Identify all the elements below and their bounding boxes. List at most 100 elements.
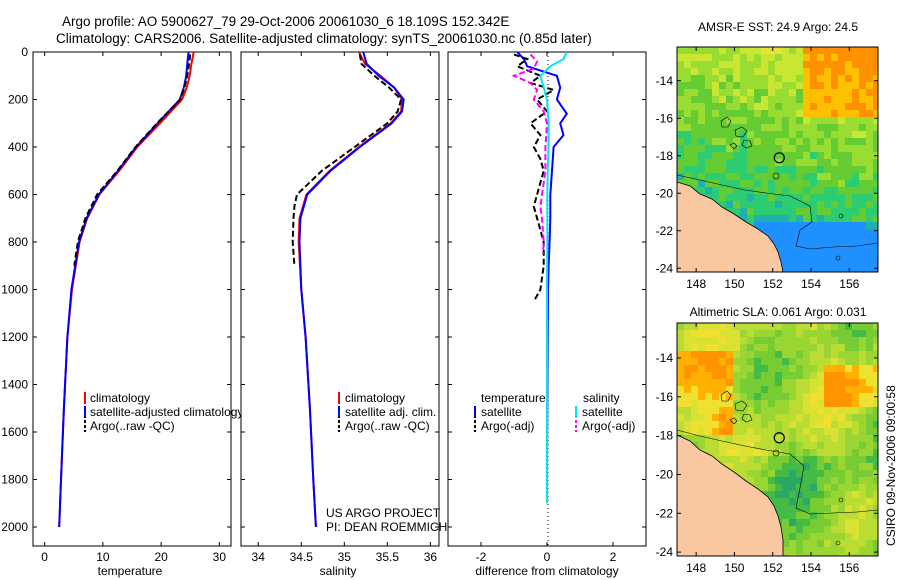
- heatmap-cell: [761, 117, 769, 125]
- y-tick-label: 800: [8, 235, 28, 249]
- heatmap-cell: [782, 344, 790, 352]
- salinity-ticks: 34 34.5 35 35.5 36: [241, 51, 439, 564]
- heatmap-cell: [782, 330, 790, 338]
- heatmap-cell: [803, 68, 811, 76]
- heatmap-cell: [838, 386, 846, 394]
- heatmap-cell: [740, 166, 748, 174]
- heatmap-cell: [824, 526, 832, 534]
- sla-map-ticks: 148 150 152 154 156-14-16-18-20-22-24: [656, 323, 878, 575]
- heatmap-cell: [747, 456, 755, 464]
- heatmap-cell: [838, 222, 846, 230]
- heatmap-cell: [796, 229, 804, 237]
- sla-coastline: [677, 390, 878, 556]
- heatmap-cell: [796, 96, 804, 104]
- heatmap-cell: [824, 456, 832, 464]
- heatmap-cell: [775, 442, 783, 450]
- argo-location-marker: [773, 432, 785, 444]
- x-tick-label: 0: [41, 550, 48, 564]
- heatmap-cell: [782, 264, 790, 272]
- heatmap-cell: [810, 138, 818, 146]
- heatmap-cell: [845, 379, 853, 387]
- heatmap-cell: [761, 344, 769, 352]
- heatmap-cell: [712, 124, 720, 132]
- heatmap-cell: [768, 442, 776, 450]
- heatmap-cell: [782, 208, 790, 216]
- heatmap-cell: [705, 407, 713, 415]
- heatmap-cell: [782, 498, 790, 506]
- heatmap-cell: [824, 131, 832, 139]
- heatmap-cell: [754, 365, 762, 373]
- heatmap-cell: [677, 103, 685, 111]
- heatmap-cell: [838, 442, 846, 450]
- heatmap-cell: [705, 372, 713, 380]
- heatmap-cell: [761, 89, 769, 97]
- heatmap-cell: [768, 344, 776, 352]
- heatmap-cell: [684, 337, 692, 345]
- heatmap-cell: [838, 330, 846, 338]
- heatmap-cell: [719, 194, 727, 202]
- heatmap-cell: [733, 75, 741, 83]
- heatmap-cell: [873, 124, 878, 132]
- heatmap-cell: [852, 344, 860, 352]
- heatmap-cell: [852, 201, 860, 209]
- heatmap-cell: [810, 264, 818, 272]
- heatmap-cell: [810, 75, 818, 83]
- sst-map-frame: [676, 46, 879, 273]
- x-tick-label: 30: [213, 550, 227, 564]
- heatmap-cell: [838, 180, 846, 188]
- heatmap-cell: [782, 456, 790, 464]
- heatmap-cell: [845, 250, 853, 258]
- heatmap-cell: [719, 117, 727, 125]
- heatmap-cell: [789, 477, 797, 485]
- heatmap-cell: [838, 145, 846, 153]
- heatmap-cell: [852, 554, 860, 556]
- heatmap-cell: [789, 208, 797, 216]
- heatmap-cell: [803, 456, 811, 464]
- heatmap-cell: [684, 358, 692, 366]
- heatmap-cell: [691, 435, 699, 443]
- heatmap-cell: [782, 138, 790, 146]
- heatmap-cell: [866, 138, 874, 146]
- heatmap-cell: [852, 173, 860, 181]
- heatmap-cell: [705, 138, 713, 146]
- salinity-panel: 34 34.5 35 35.5 36 salinity climatology sate…: [240, 51, 447, 578]
- heatmap-cell: [684, 393, 692, 401]
- heatmap-cell: [796, 533, 804, 541]
- heatmap-cell: [782, 117, 790, 125]
- heatmap-cell: [838, 365, 846, 373]
- heatmap-cell: [831, 358, 839, 366]
- heatmap-cell: [740, 337, 748, 345]
- heatmap-cell: [803, 519, 811, 527]
- heatmap-cell: [831, 61, 839, 69]
- heatmap-cell: [852, 477, 860, 485]
- heatmap-cell: [789, 236, 797, 244]
- heatmap-cell: [789, 365, 797, 373]
- heatmap-cell: [873, 215, 878, 223]
- heatmap-cell: [845, 449, 853, 457]
- heatmap-cell: [775, 323, 783, 331]
- heatmap-cell: [796, 194, 804, 202]
- heatmap-cell: [845, 201, 853, 209]
- heatmap-cell: [866, 344, 874, 352]
- heatmap-cell: [859, 96, 867, 104]
- heatmap-cell: [698, 96, 706, 104]
- heatmap-cell: [698, 152, 706, 160]
- heatmap-cell: [789, 229, 797, 237]
- heatmap-cell: [733, 323, 741, 331]
- heatmap-cell: [810, 250, 818, 258]
- heatmap-cell: [852, 75, 860, 83]
- heatmap-cell: [796, 428, 804, 436]
- heatmap-cell: [803, 257, 811, 265]
- heatmap-cell: [845, 180, 853, 188]
- heatmap-cell: [761, 435, 769, 443]
- heatmap-cell: [859, 449, 867, 457]
- heatmap-cell: [824, 96, 832, 104]
- heatmap-cell: [866, 449, 874, 457]
- heatmap-cell: [817, 61, 825, 69]
- heatmap-cell: [691, 428, 699, 436]
- difference-lines: [511, 52, 569, 504]
- heatmap-cell: [866, 400, 874, 408]
- heatmap-cell: [733, 393, 741, 401]
- heatmap-cell: [873, 463, 878, 471]
- heatmap-cell: [677, 414, 685, 422]
